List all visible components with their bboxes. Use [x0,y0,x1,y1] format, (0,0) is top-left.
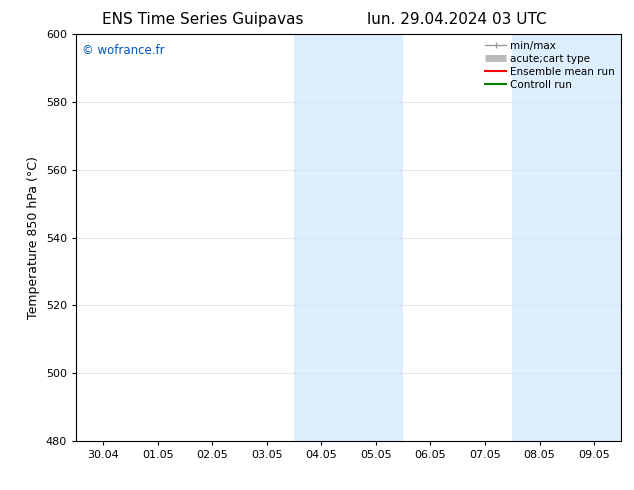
Text: © wofrance.fr: © wofrance.fr [82,45,164,57]
Y-axis label: Temperature 850 hPa (°C): Temperature 850 hPa (°C) [27,156,40,319]
Text: ENS Time Series Guipavas: ENS Time Series Guipavas [102,12,304,27]
Legend: min/max, acute;cart type, Ensemble mean run, Controll run: min/max, acute;cart type, Ensemble mean … [481,36,619,94]
Text: lun. 29.04.2024 03 UTC: lun. 29.04.2024 03 UTC [366,12,547,27]
Bar [512,34,621,441]
Bar [294,34,403,441]
